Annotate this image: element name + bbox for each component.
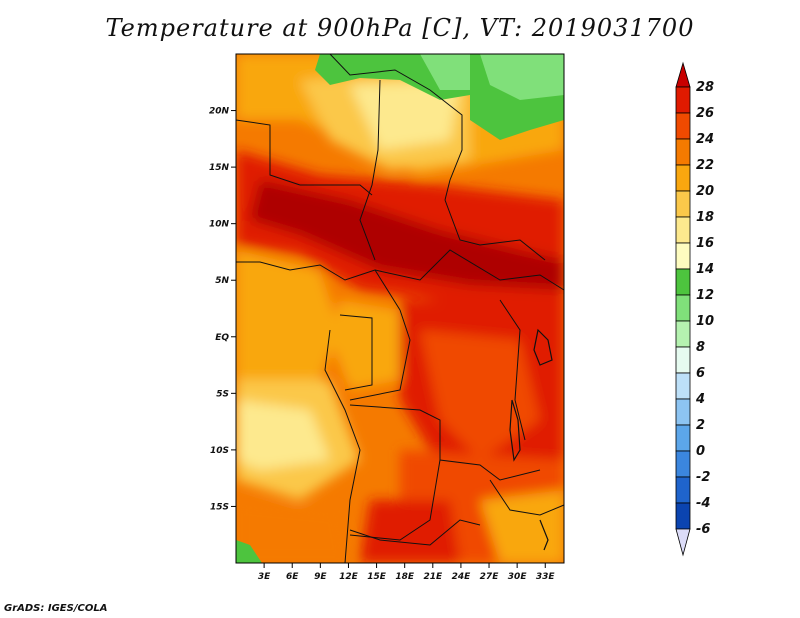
x-axis-ticks: 3E 6E 9E 12E 15E 18E 21E 24E 27E 30E 33E <box>258 563 556 582</box>
colorbar-label: -2 <box>696 470 710 485</box>
y-axis-ticks: 20N 15N 10N 5N EQ 5S 10S 15S <box>209 107 236 512</box>
x-tick-label: 24E <box>452 572 472 582</box>
colorbar-label: 8 <box>696 340 705 355</box>
lakes <box>509 328 553 551</box>
y-tick-label: 15S <box>210 502 229 512</box>
map-frame <box>235 53 565 564</box>
colorbar-box <box>675 450 691 478</box>
colorbar-box <box>675 320 691 348</box>
grads-credit: GrADS: IGES/COLA <box>4 603 108 614</box>
y-tick-label: 15N <box>209 163 230 173</box>
x-tick-label: 33E <box>536 572 556 582</box>
colorbar-box <box>675 294 691 322</box>
x-tick-label: 18E <box>395 572 415 582</box>
colorbar-label: 6 <box>696 366 705 381</box>
colorbar-label: 22 <box>696 158 714 173</box>
colorbar-box <box>675 164 691 192</box>
colorbar-label: 0 <box>696 444 705 459</box>
colorbar-box <box>675 476 691 504</box>
x-tick-label: 30E <box>508 572 528 582</box>
colorbar-box <box>675 242 691 270</box>
colorbar-box <box>675 346 691 374</box>
y-tick-label: 5N <box>215 276 229 286</box>
colorbar-label: 2 <box>696 418 705 433</box>
colorbar-box <box>675 424 691 452</box>
colorbar-bottom-extend <box>675 528 691 557</box>
colorbar-top-extend <box>675 61 691 88</box>
x-tick-label: 6E <box>286 572 299 582</box>
colorbar-box <box>675 86 691 114</box>
x-tick-label: 12E <box>339 572 359 582</box>
colorbar-box <box>675 268 691 296</box>
y-tick-label: 10S <box>210 446 229 456</box>
temperature-field <box>236 54 564 563</box>
colorbar-box <box>675 216 691 244</box>
colorbar-label: 20 <box>696 184 714 199</box>
colorbar-label: 28 <box>696 80 714 95</box>
y-tick-label: EQ <box>215 333 229 343</box>
x-tick-label: 15E <box>367 572 387 582</box>
colorbar-label: 18 <box>696 210 714 225</box>
colorbar-box <box>675 190 691 218</box>
y-tick-label: 10N <box>209 220 230 230</box>
chart-title: Temperature at 900hPa [C], VT: 201903170… <box>105 14 695 42</box>
x-tick-label: 21E <box>423 572 443 582</box>
x-tick-label: 3E <box>258 572 271 582</box>
colorbar-label: 14 <box>696 262 714 277</box>
y-tick-label: 20N <box>209 107 230 117</box>
x-tick-label: 9E <box>314 572 327 582</box>
colorbar-label: -6 <box>696 522 710 537</box>
colorbar-label: 24 <box>696 132 714 147</box>
colorbar-box <box>675 112 691 140</box>
colorbar-label: 12 <box>696 288 714 303</box>
colorbar-box <box>675 138 691 166</box>
colorbar-label: 26 <box>696 106 714 121</box>
x-tick-label: 27E <box>480 572 500 582</box>
country-borders <box>235 53 565 564</box>
colorbar-box <box>675 398 691 426</box>
y-tick-label: 5S <box>216 389 229 399</box>
colorbar-label: 10 <box>696 314 714 329</box>
colorbar-label: 4 <box>695 392 705 407</box>
colorbar-label: -4 <box>696 496 710 511</box>
colorbar-box <box>675 502 691 530</box>
colorbar-label: 16 <box>696 236 714 251</box>
colorbar-box <box>675 372 691 400</box>
